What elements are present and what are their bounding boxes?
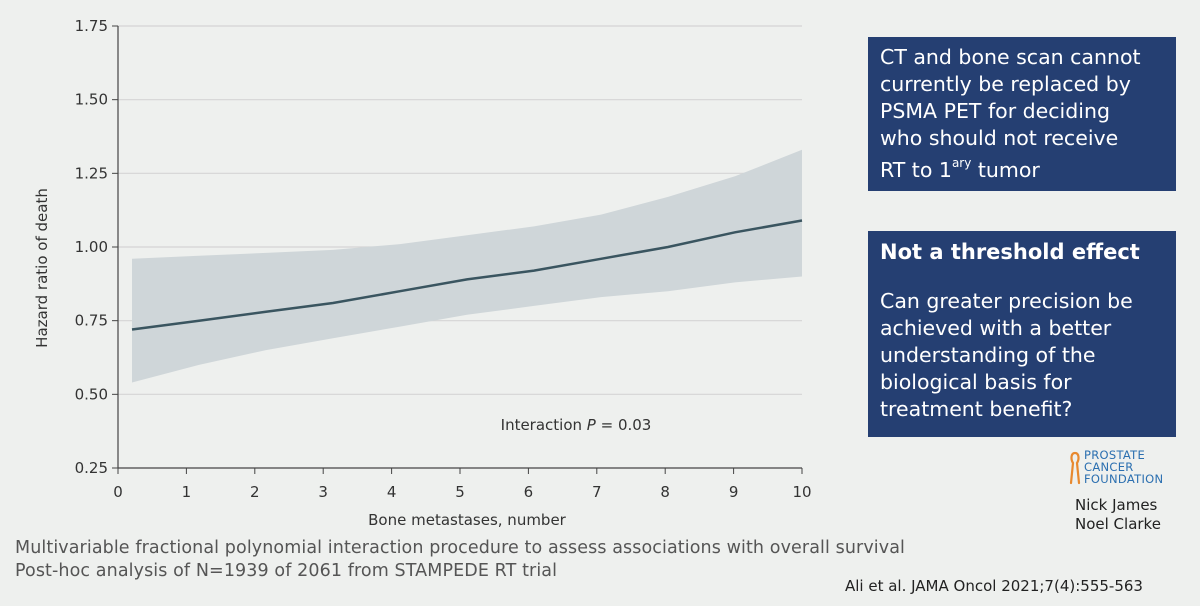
logo-text-line: FOUNDATION	[1084, 472, 1164, 486]
y-tick-labels: 0.25 0.50 0.75 1.00 1.25 1.50 1.75	[75, 17, 108, 477]
footer-analysis-text: Post-hoc analysis of N=1939 of 2061 from…	[15, 561, 558, 581]
box-bottom-line: achieved with a better	[880, 316, 1112, 340]
threshold-message-box: Not a threshold effect Can greater preci…	[868, 231, 1176, 437]
box-heading: Not a threshold effect	[880, 240, 1140, 264]
x-tick-label: 5	[455, 483, 465, 501]
box-bottom-line: understanding of the	[880, 343, 1096, 367]
logo-text-line: PROSTATE	[1084, 448, 1146, 462]
x-tick-label: 6	[524, 483, 534, 501]
y-tick-label: 0.75	[75, 312, 108, 330]
x-tick-label: 10	[792, 483, 811, 501]
logo-text-line: CANCER	[1084, 460, 1134, 474]
x-tick-label: 8	[660, 483, 670, 501]
box-bottom-line: treatment benefit?	[880, 397, 1073, 421]
interaction-annotation: Interaction P = 0.03	[501, 416, 652, 434]
key-message-box: CT and bone scan cannot currently be rep…	[868, 37, 1176, 191]
y-tick-label: 1.25	[75, 164, 108, 182]
box-top-line: CT and bone scan cannot	[880, 45, 1141, 69]
y-tick-label: 1.75	[75, 17, 108, 35]
box-bottom-line: biological basis for	[880, 370, 1072, 394]
hazard-ratio-line	[131, 219, 803, 331]
x-tick-label: 0	[113, 483, 123, 501]
x-tick-label: 2	[250, 483, 260, 501]
y-tick-label: 1.50	[75, 91, 108, 109]
x-tick-label: 4	[387, 483, 397, 501]
x-tick-label: 3	[318, 483, 328, 501]
x-tick-label: 9	[729, 483, 739, 501]
citation: Ali et al. JAMA Oncol 2021;7(4):555-563	[845, 577, 1143, 595]
x-tick-label: 1	[182, 483, 192, 501]
x-tick-labels: 0 1 2 3 4 5 6 7 8 9 10	[113, 483, 811, 501]
author-name: Nick James	[1075, 496, 1158, 514]
footer-method-text: Multivariable fractional polynomial inte…	[15, 538, 905, 558]
y-axis-label: Hazard ratio of death	[33, 188, 51, 348]
y-tick-label: 0.25	[75, 459, 108, 477]
box-bottom-line: Can greater precision be	[880, 289, 1133, 313]
author-name: Noel Clarke	[1075, 515, 1161, 533]
box-top-line: who should not receive	[880, 126, 1119, 150]
prostate-cancer-foundation-logo: PROSTATE CANCER FOUNDATION	[1068, 449, 1180, 489]
x-axis-label: Bone metastases, number	[368, 511, 567, 529]
box-top-line: currently be replaced by	[880, 72, 1131, 96]
axes	[112, 25, 803, 474]
confidence-band	[132, 149, 802, 383]
y-tick-label: 0.50	[75, 385, 108, 403]
hazard-ratio-chart: 0.25 0.50 0.75 1.00 1.25 1.50 1.75 0 1 2 3 4 5 6 7 8 9 1…	[33, 17, 812, 529]
box-top-line: PSMA PET for deciding	[880, 99, 1110, 123]
awareness-ribbon-icon	[1069, 451, 1081, 485]
x-tick-label: 7	[592, 483, 602, 501]
y-tick-label: 1.00	[75, 238, 108, 256]
box-top-last-line: RT to 1ary tumor	[880, 156, 1040, 182]
